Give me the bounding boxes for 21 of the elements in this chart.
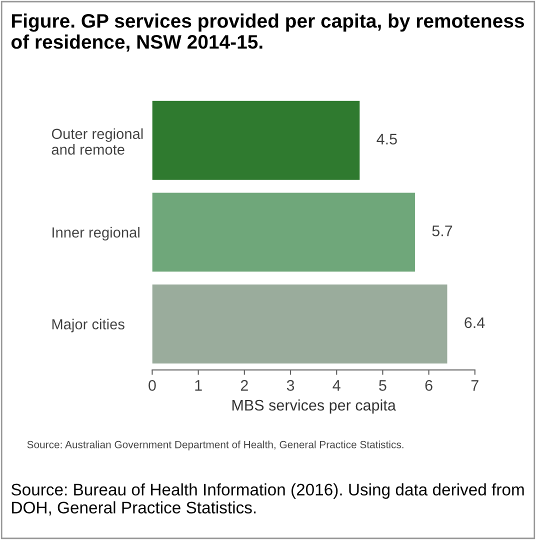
bar [152, 100, 360, 180]
x-tick-label: 1 [195, 380, 202, 391]
y-tick-label: Major cities [52, 318, 124, 332]
x-tick-label: 3 [286, 380, 294, 391]
bar [152, 192, 415, 272]
y-tick-label: Outer regional and remote [52, 128, 143, 155]
data-label: 6.4 [464, 317, 485, 328]
chart-title: Figure. GP services provided per capita, by remoteness of residence, NSW 2014-15. [11, 14, 524, 52]
x-tick-label: 0 [148, 380, 156, 391]
y-tick-label: Inner regional [52, 226, 140, 241]
data-label: 5.7 [432, 226, 452, 236]
x-tick-label: 7 [471, 380, 478, 391]
source-note: Source: Bureau of Health Information (2016). Using data derived from DOH, General Practice Statistics. [11, 483, 524, 516]
data-label: 4.5 [376, 134, 397, 144]
x-tick-label: 5 [379, 380, 386, 391]
x-tick-label: 4 [332, 380, 340, 391]
bar [152, 284, 448, 364]
x-tick-label: 2 [240, 380, 248, 391]
x-axis-title: MBS services per capita [232, 399, 396, 414]
x-tick-label: 6 [425, 380, 432, 391]
source-note: Source: Australian Government Department of Health, General Practice Statistics. [27, 440, 404, 450]
